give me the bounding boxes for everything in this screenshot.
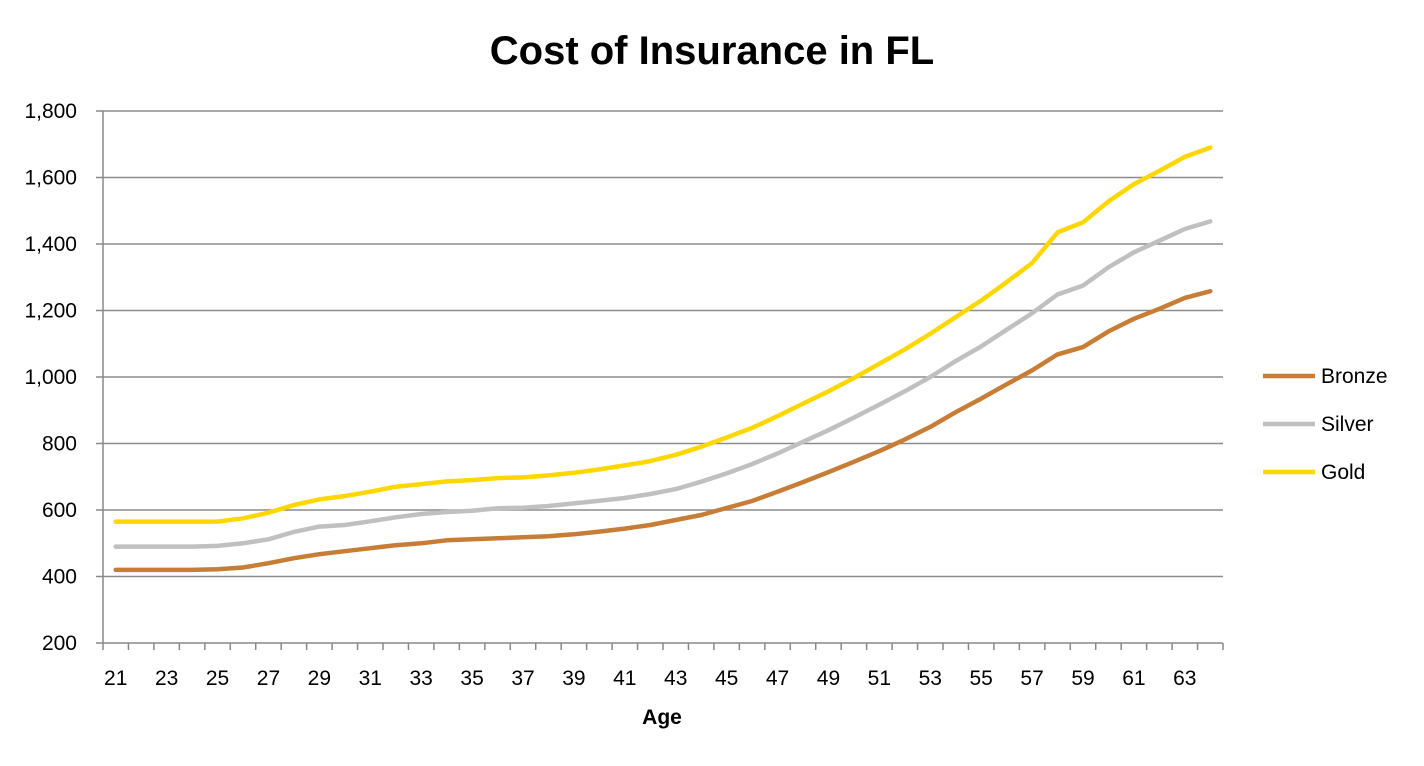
x-tick-label: 51 [868,667,891,690]
series-lines [113,145,1213,573]
y-tick-label: 200 [42,632,77,655]
x-tick-label: 33 [410,667,433,690]
x-tick-labels: 21 23 25 27 29 31 33 35 37 39 41 43 45 47 49 51 53 55 57 59… [102,643,1224,690]
y-tick-label: 600 [42,499,77,522]
legend-label-gold: Gold [1321,461,1365,484]
x-tick-label: 45 [715,667,738,690]
x-tick-label: 29 [308,667,331,690]
x-tick-label: 37 [511,667,534,690]
x-tick-label: 27 [257,667,280,690]
x-axis-label: Age [642,706,682,729]
x-tick-label: 55 [970,667,993,690]
y-tick-label: 1,600 [24,167,77,190]
y-tick-label: 400 [42,566,77,589]
x-tick-label: 41 [613,667,636,690]
series-line-bronze [113,288,1213,573]
x-tick-label: 25 [206,667,229,690]
legend: Bronze Silver Gold [1263,365,1388,484]
x-tick-label: 35 [460,667,483,690]
x-tick-label: 49 [817,667,840,690]
y-tick-label: 1,400 [24,233,77,256]
x-tick-label: 23 [155,667,178,690]
x-tick-label: 21 [104,667,127,690]
x-tick-label: 53 [919,667,942,690]
y-tick-label: 1,000 [24,366,77,389]
y-tick-label: 1,200 [24,300,77,323]
legend-label-silver: Silver [1321,413,1374,436]
x-tick-label: 57 [1020,667,1043,690]
x-tick-label: 61 [1122,667,1145,690]
series-line-gold [113,145,1213,524]
x-tick-label: 43 [664,667,687,690]
x-tick-label: 31 [359,667,382,690]
y-tick-labels: 200 400 600 800 1,000 1,200 1,400 1,600 1,800 [24,100,103,655]
x-tick-label: 63 [1173,667,1196,690]
gridlines [103,110,1223,578]
series-line-silver [113,219,1213,549]
x-tick-label: 59 [1071,667,1094,690]
x-tick-label: 39 [562,667,585,690]
y-tick-label: 800 [42,433,77,456]
legend-label-bronze: Bronze [1321,365,1388,388]
y-tick-label: 1,800 [24,100,77,123]
x-tick-label: 47 [766,667,789,690]
chart-title: Cost of Insurance in FL [490,29,934,73]
